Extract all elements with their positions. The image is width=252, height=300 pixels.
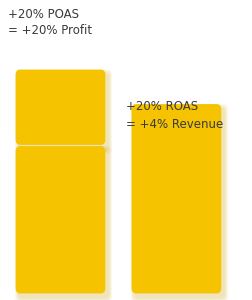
FancyBboxPatch shape: [17, 72, 110, 151]
FancyBboxPatch shape: [16, 70, 111, 153]
Text: +20% POAS
= +20% Profit: +20% POAS = +20% Profit: [8, 8, 92, 38]
FancyBboxPatch shape: [16, 71, 111, 152]
FancyBboxPatch shape: [15, 146, 112, 300]
FancyBboxPatch shape: [18, 73, 109, 150]
FancyBboxPatch shape: [16, 70, 105, 145]
FancyBboxPatch shape: [18, 149, 109, 298]
FancyBboxPatch shape: [16, 147, 111, 300]
Text: +20% ROAS
= +4% Revenue: +20% ROAS = +4% Revenue: [126, 100, 223, 130]
FancyBboxPatch shape: [133, 106, 226, 299]
FancyBboxPatch shape: [132, 105, 227, 300]
FancyBboxPatch shape: [16, 148, 111, 300]
FancyBboxPatch shape: [131, 104, 228, 300]
FancyBboxPatch shape: [134, 107, 225, 298]
FancyBboxPatch shape: [16, 146, 105, 293]
FancyBboxPatch shape: [132, 106, 227, 300]
FancyBboxPatch shape: [15, 69, 112, 154]
FancyBboxPatch shape: [132, 104, 221, 293]
FancyBboxPatch shape: [17, 148, 110, 299]
